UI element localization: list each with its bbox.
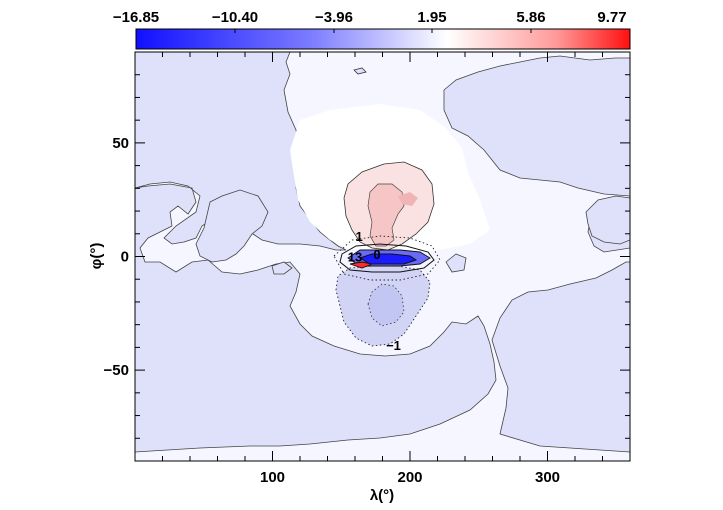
equatorial-strong-positive [349,261,374,269]
y-axis-title: φ(°) [88,243,105,270]
colorbar: −16.85 −10.40 −3.96 1.95 5.86 9.77 [113,9,631,50]
north-speck [353,67,367,75]
equatorial-contour-ring [339,243,435,273]
equatorial-strong-negative [358,253,418,265]
east-small-contour [445,253,467,273]
positive-anomaly-spot [398,192,418,206]
colorbar-tick-label: 9.77 [597,9,626,26]
x-tick-label: 300 [535,469,560,486]
colorbar-tick-label: 5.86 [516,9,545,26]
y-tick-label: 0 [121,249,129,266]
contour-label: 1 [356,229,363,244]
colorbar-tick-label: −10.40 [212,9,258,26]
contour-label: 13 [348,250,362,265]
x-tick-label: 200 [397,469,422,486]
colorbar-tick-label: −16.85 [113,9,159,26]
plot-area [135,52,630,461]
y-axis-ticks [135,74,630,439]
contour-label: 0 [373,247,380,262]
x-tick-label: 100 [260,469,285,486]
negative-anomaly-core [367,283,405,327]
west-small-contour [271,261,293,275]
y-tick-label: −50 [104,362,129,379]
positive-anomaly-core [367,183,405,247]
contour-label: −1 [386,338,401,353]
west-region-contour [195,189,269,263]
colorbar-gradient [135,28,631,50]
colorbar-ticks [135,29,631,33]
y-tick-label: 50 [112,135,129,152]
colorbar-tick-label: 1.95 [417,9,446,26]
east-island-contour [585,195,630,245]
x-axis-tick-labels: 100 200 300 [260,469,560,486]
y-axis-tick-labels: 50 0 −50 [104,135,129,379]
x-axis-ticks [162,52,603,461]
contour-labels: 10 13 −1 [348,229,401,353]
x-axis-title: λ(°) [370,487,394,504]
colorbar-tick-label: −3.96 [315,9,353,26]
